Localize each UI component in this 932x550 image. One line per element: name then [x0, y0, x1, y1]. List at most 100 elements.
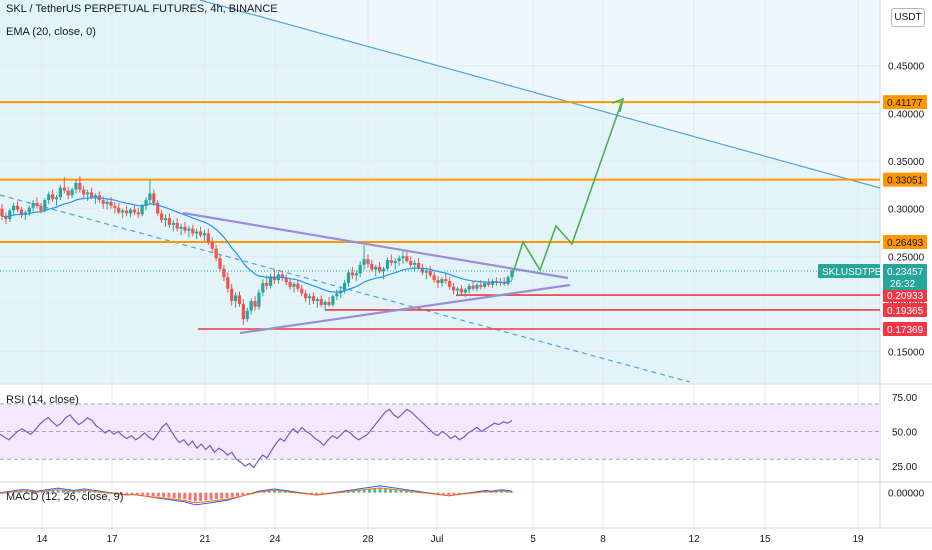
- candle-body[interactable]: [206, 233, 210, 242]
- candle-body[interactable]: [35, 202, 39, 206]
- candle-body[interactable]: [198, 231, 203, 236]
- candle-body[interactable]: [128, 209, 133, 214]
- candle-body[interactable]: [374, 266, 378, 270]
- candle-body[interactable]: [113, 205, 117, 208]
- candle-body[interactable]: [346, 272, 351, 283]
- currency-button[interactable]: USDT: [891, 8, 925, 27]
- candle-body[interactable]: [487, 282, 491, 285]
- candle-body[interactable]: [381, 268, 386, 272]
- candle-body[interactable]: [413, 262, 417, 265]
- candle-body[interactable]: [4, 216, 8, 220]
- candle-body[interactable]: [167, 218, 172, 225]
- candle-body[interactable]: [191, 228, 195, 234]
- candle-body[interactable]: [307, 296, 312, 299]
- candle-body[interactable]: [362, 259, 366, 265]
- candle-body[interactable]: [420, 267, 425, 273]
- candle-body[interactable]: [261, 282, 265, 293]
- candle-body[interactable]: [86, 192, 90, 195]
- candle-body[interactable]: [58, 187, 62, 198]
- candle-body[interactable]: [366, 259, 370, 264]
- candle-body[interactable]: [378, 266, 382, 272]
- candle-body[interactable]: [300, 288, 304, 294]
- candle-body[interactable]: [257, 292, 261, 307]
- candle-body[interactable]: [140, 205, 144, 215]
- candle-body[interactable]: [241, 303, 245, 320]
- candle-body[interactable]: [304, 293, 308, 299]
- candle-body[interactable]: [27, 207, 31, 213]
- candle-body[interactable]: [510, 270, 514, 278]
- candle-body[interactable]: [66, 190, 70, 196]
- candle-body[interactable]: [160, 213, 164, 221]
- descending-trendline[interactable]: [199, 0, 881, 189]
- candle-body[interactable]: [39, 205, 43, 211]
- candle-body[interactable]: [148, 193, 152, 201]
- candle-body[interactable]: [222, 268, 226, 278]
- projection-path[interactable]: [512, 100, 623, 274]
- triangle-upper-line[interactable]: [182, 211, 569, 280]
- candle-body[interactable]: [152, 193, 156, 203]
- candle-body[interactable]: [15, 205, 20, 210]
- candle-body[interactable]: [210, 241, 214, 249]
- candle-body[interactable]: [230, 288, 234, 302]
- dashed-trendline[interactable]: [0, 194, 691, 383]
- candle-body[interactable]: [171, 222, 175, 225]
- candle-body[interactable]: [459, 288, 463, 293]
- candle-body[interactable]: [280, 274, 284, 279]
- candle-body[interactable]: [132, 209, 136, 213]
- candle-body[interactable]: [327, 302, 331, 305]
- candle-body[interactable]: [416, 262, 421, 268]
- candle-body[interactable]: [315, 299, 319, 302]
- candle-body[interactable]: [405, 256, 409, 262]
- candle-body[interactable]: [183, 226, 187, 231]
- candle-body[interactable]: [467, 285, 471, 290]
- candle-body[interactable]: [51, 194, 55, 200]
- candle-body[interactable]: [23, 212, 27, 215]
- candle-body[interactable]: [292, 283, 296, 287]
- candle-body[interactable]: [397, 258, 401, 262]
- candle-body[interactable]: [428, 270, 432, 276]
- candle-body[interactable]: [105, 201, 109, 204]
- candle-body[interactable]: [218, 258, 222, 269]
- candle-body[interactable]: [475, 284, 479, 289]
- candle-body[interactable]: [323, 302, 327, 305]
- candle-body[interactable]: [479, 284, 483, 287]
- candle-body[interactable]: [226, 277, 230, 289]
- candle-body[interactable]: [163, 218, 168, 221]
- candle-body[interactable]: [175, 222, 179, 229]
- candle-body[interactable]: [156, 202, 160, 214]
- candle-body[interactable]: [82, 189, 86, 195]
- candle-body[interactable]: [12, 205, 16, 211]
- candle-body[interactable]: [93, 195, 98, 198]
- candle-body[interactable]: [448, 281, 452, 287]
- candle-body[interactable]: [179, 226, 183, 229]
- candle-body[interactable]: [136, 212, 140, 215]
- candle-body[interactable]: [144, 200, 148, 206]
- candle-body[interactable]: [31, 202, 35, 208]
- candle-body[interactable]: [249, 301, 253, 311]
- candle-body[interactable]: [8, 210, 12, 220]
- candle-body[interactable]: [62, 187, 66, 191]
- candle-body[interactable]: [187, 228, 191, 231]
- candle-body[interactable]: [331, 296, 335, 305]
- candle-body[interactable]: [506, 277, 510, 284]
- candle-body[interactable]: [47, 194, 51, 201]
- rsi-line[interactable]: [0, 408, 513, 469]
- candle-body[interactable]: [43, 200, 47, 211]
- candle-body[interactable]: [245, 310, 249, 320]
- candle-body[interactable]: [237, 295, 242, 304]
- candle-body[interactable]: [463, 289, 467, 293]
- candle-body[interactable]: [269, 276, 273, 286]
- candle-body[interactable]: [74, 182, 78, 190]
- candle-body[interactable]: [233, 295, 238, 302]
- candle-body[interactable]: [490, 281, 495, 285]
- candle-body[interactable]: [70, 189, 74, 196]
- candle-body[interactable]: [202, 233, 207, 236]
- candle-body[interactable]: [311, 296, 316, 302]
- candle-body[interactable]: [440, 279, 444, 283]
- candle-body[interactable]: [253, 301, 257, 307]
- candle-body[interactable]: [452, 286, 456, 291]
- candle-body[interactable]: [284, 278, 288, 283]
- candle-body[interactable]: [288, 282, 292, 287]
- candle-body[interactable]: [409, 261, 413, 265]
